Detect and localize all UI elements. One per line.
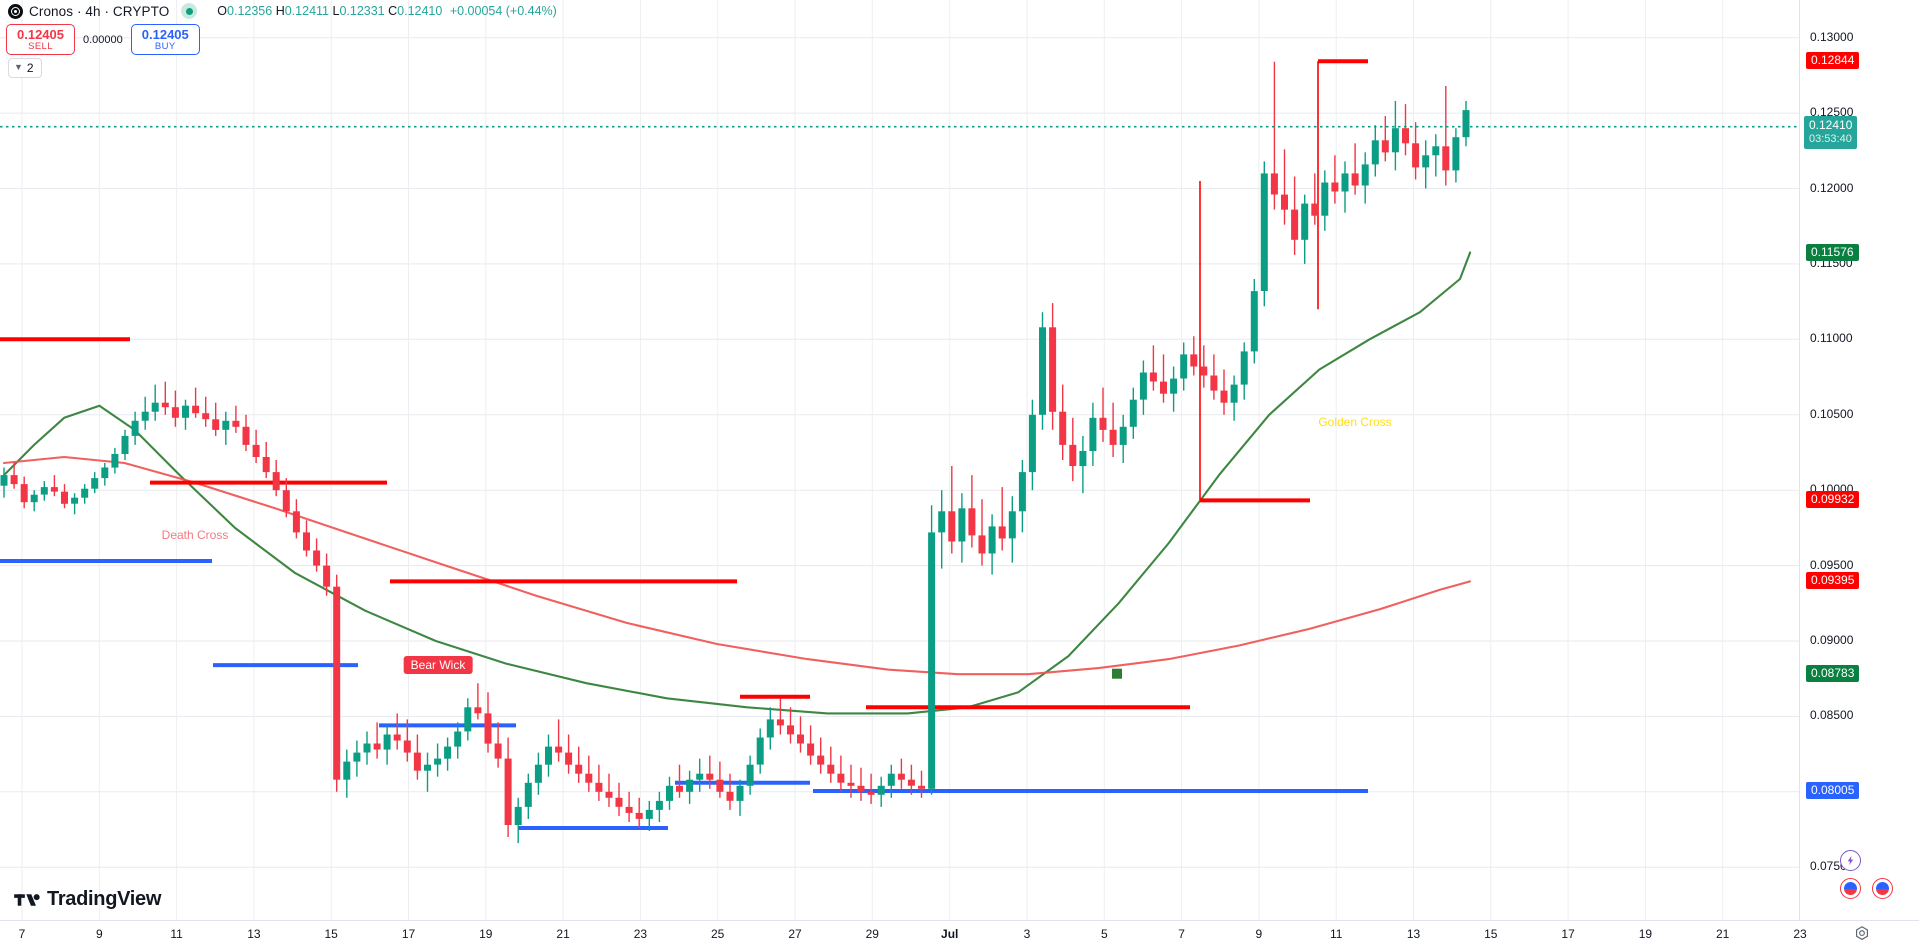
sell-price: 0.12405 [17, 27, 64, 42]
price-tick: 0.10500 [1810, 406, 1854, 421]
price-tick: 0.12500 [1810, 105, 1854, 120]
lightning-alert-icon[interactable] [1840, 850, 1861, 871]
us-flag-icon[interactable] [1872, 878, 1893, 899]
price-badge-ma-red[interactable]: 0.09395 [1806, 572, 1860, 590]
time-tick: Jul [941, 927, 959, 941]
time-tick: 7 [1178, 927, 1185, 941]
high-label: H [275, 4, 285, 18]
chart-annotation-death-cross[interactable]: Death Cross [161, 528, 229, 542]
buy-button[interactable]: 0.12405 BUY [130, 24, 200, 56]
chart-canvas[interactable] [0, 0, 1799, 920]
chevron-down-icon[interactable]: ▼ [14, 62, 23, 72]
close-value: 0.12410 [397, 4, 443, 18]
price-tick: 0.09000 [1810, 633, 1854, 647]
price-tick: 0.13000 [1810, 29, 1854, 44]
time-tick: 11 [1329, 927, 1343, 941]
ohlc-values: O0.12356 H0.12411 L0.12331 C0.12410 +0.0… [217, 4, 557, 18]
time-tick: 9 [1255, 927, 1263, 941]
open-label: O [217, 4, 228, 18]
us-flag-icon[interactable] [1840, 878, 1861, 899]
time-tick: 19 [1638, 927, 1653, 941]
high-value: 0.12411 [284, 4, 329, 18]
sell-label: SELL [28, 41, 53, 53]
symbol-title[interactable]: Cronos · 4h · CRYPTO [29, 3, 170, 19]
chart-annotation-bear-wick[interactable]: Bear Wick [403, 656, 473, 674]
price-tick: 0.12000 [1810, 180, 1854, 195]
price-tick: 0.11000 [1810, 331, 1853, 346]
time-tick: 17 [1561, 927, 1575, 941]
time-tick: 17 [401, 927, 416, 941]
time-tick: 27 [788, 927, 802, 941]
market-open-dot-icon [181, 3, 198, 19]
quantity-value: 2 [26, 61, 34, 75]
time-tick: 21 [556, 927, 570, 941]
time-tick: 15 [324, 927, 338, 941]
brand-name: TradingView [47, 888, 162, 910]
chart-plot-area[interactable] [0, 0, 1799, 920]
chart-legend: Cronos · 4h · CRYPTO O0.12356 H0.12411 L… [8, 3, 557, 19]
open-value: 0.12356 [227, 4, 273, 18]
time-tick: 29 [865, 927, 879, 941]
time-tick: 13 [247, 927, 261, 941]
trade-panel: 0.12405 SELL 0.00000 0.12405 BUY [6, 24, 200, 56]
time-tick: 15 [1484, 927, 1498, 941]
time-tick: 3 [1023, 927, 1031, 941]
time-tick: 25 [711, 927, 725, 941]
price-badge-resistance[interactable]: 0.09932 [1806, 491, 1860, 509]
bar-countdown: 03:53:40 [1809, 132, 1852, 145]
time-axis[interactable]: 7 9 11 13 15 17 19 21 23 25 27 29 Jul 3 5 7 9 11 13 15 17 19 2… [0, 920, 1919, 947]
time-tick: 21 [1716, 927, 1730, 941]
time-tick: 5 [1100, 927, 1108, 941]
tradingview-branding: TradingView [14, 888, 161, 911]
price-tick: 0.08500 [1810, 708, 1854, 723]
price-axis[interactable]: 0.13000 0.12500 0.12000 0.11500 0.11000 0.105… [1799, 0, 1919, 920]
time-tick: 19 [479, 927, 493, 941]
current-price-badge[interactable]: 0.12410 03:53:40 [1804, 115, 1858, 150]
close-label: C [388, 4, 398, 18]
time-tick: 9 [95, 927, 103, 941]
time-tick: 11 [170, 927, 183, 941]
time-tick: 13 [1406, 927, 1421, 941]
low-label: L [332, 4, 340, 18]
settings-gear-icon[interactable] [1853, 925, 1871, 943]
time-tick: 23 [1793, 927, 1807, 941]
low-value: 0.12331 [339, 4, 385, 18]
price-badge-support[interactable]: 0.08005 [1806, 782, 1860, 799]
tradingview-logo-icon [14, 893, 40, 906]
change-value: +0.00054 (+0.44%) [449, 4, 557, 18]
price-badge-ma-green[interactable]: 0.08783 [1806, 664, 1860, 682]
spread-value: 0.00000 [83, 33, 123, 46]
time-tick: 23 [633, 927, 648, 941]
price-tick: 0.09500 [1810, 557, 1854, 572]
price-badge-ma-green[interactable]: 0.11576 [1806, 243, 1859, 261]
cronos-logo-icon [8, 3, 23, 19]
price-badge-resistance[interactable]: 0.12844 [1806, 52, 1860, 70]
buy-label: BUY [154, 41, 176, 53]
sell-button[interactable]: 0.12405 SELL [6, 24, 75, 56]
buy-price: 0.12405 [141, 27, 189, 42]
chart-annotation-golden-cross[interactable]: Golden Cross [1318, 415, 1392, 429]
quantity-stepper[interactable]: ▼ 2 [8, 58, 42, 78]
time-tick: 7 [18, 927, 26, 941]
